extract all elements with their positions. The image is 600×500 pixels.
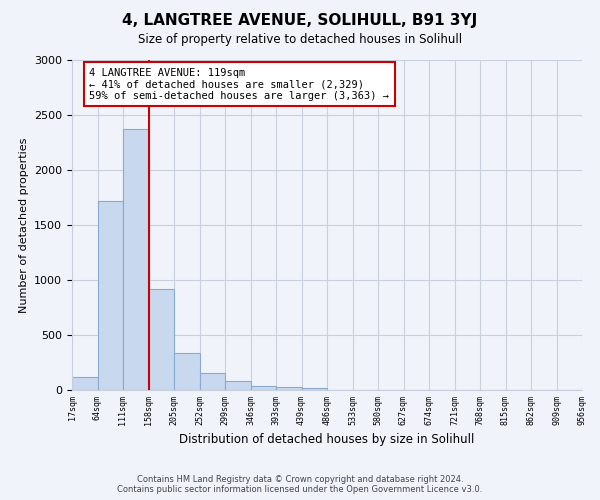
Bar (199, 373, 225, 390)
Bar (225, 381, 251, 390)
Bar (302, 388, 327, 390)
Bar (251, 386, 276, 390)
Bar (174, 352, 199, 390)
Bar (97, 201, 123, 390)
Bar (123, 130, 149, 390)
Text: 4 LANGTREE AVENUE: 119sqm
← 41% of detached houses are smaller (2,329)
59% of se: 4 LANGTREE AVENUE: 119sqm ← 41% of detac… (89, 68, 389, 101)
X-axis label: Distribution of detached houses by size in Solihull: Distribution of detached houses by size … (179, 433, 475, 446)
Text: 4, LANGTREE AVENUE, SOLIHULL, B91 3YJ: 4, LANGTREE AVENUE, SOLIHULL, B91 3YJ (122, 12, 478, 28)
Y-axis label: Number of detached properties: Number of detached properties (19, 138, 29, 312)
Bar (149, 289, 174, 390)
Text: Size of property relative to detached houses in Solihull: Size of property relative to detached ho… (138, 32, 462, 46)
Bar (276, 386, 302, 390)
Text: Contains HM Land Registry data © Crown copyright and database right 2024.
Contai: Contains HM Land Registry data © Crown c… (118, 474, 482, 494)
Bar (72, 377, 97, 390)
